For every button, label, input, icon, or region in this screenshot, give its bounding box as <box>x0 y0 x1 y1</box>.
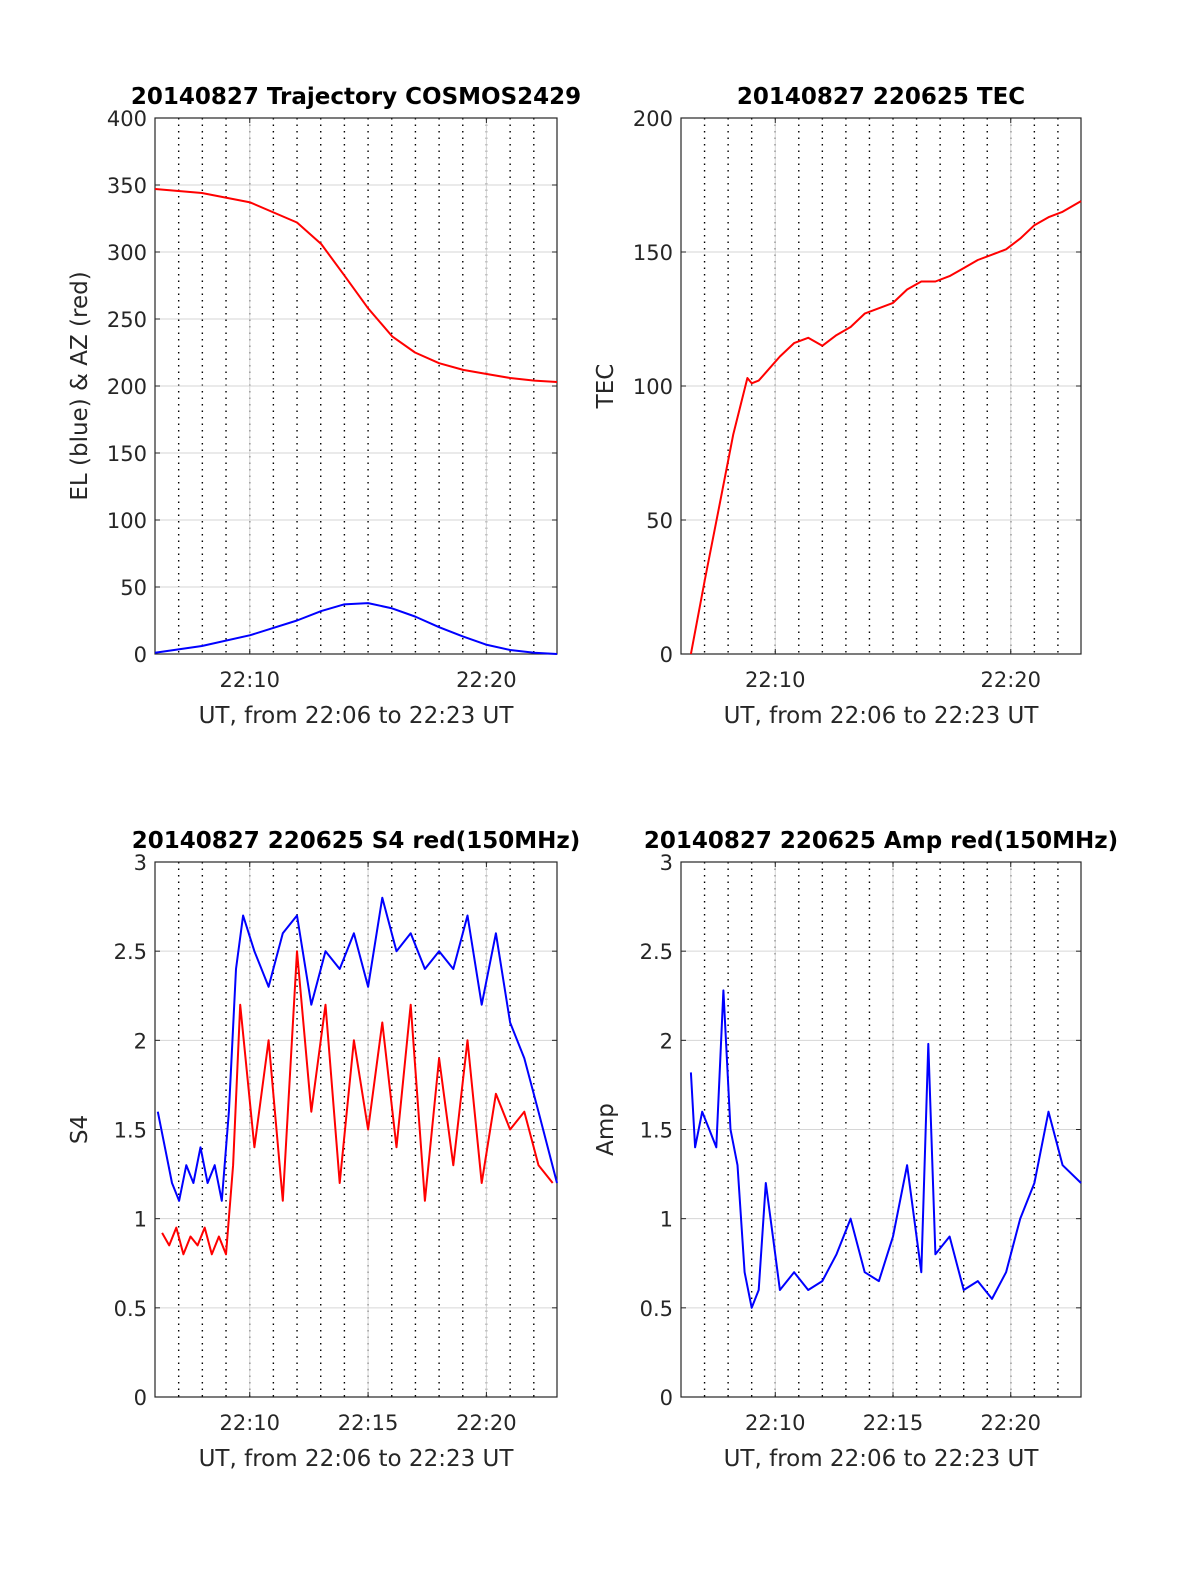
y-tick-label: 100 <box>633 375 673 399</box>
y-tick-label: 2 <box>134 1029 147 1053</box>
chart-title: 20140827 220625 S4 red(150MHz) <box>132 828 581 854</box>
chart-amp: 0 0.5 1 1.5 2 2.5 3 22:10 22:15 22:20 20140827 220… <box>593 828 1118 1472</box>
y-axis-label: S4 <box>67 1115 93 1144</box>
y-tick-label: 2.5 <box>114 940 147 964</box>
series-line-0 <box>154 188 558 383</box>
chart-tec: 0 50 100 150 200 22:10 22:20 20140827 220625 TE… <box>593 84 1082 729</box>
x-tick-label: 22:20 <box>456 668 517 692</box>
x-tick-label: 22:10 <box>745 1411 806 1435</box>
y-tick-label: 200 <box>633 107 673 131</box>
x-tick-label: 22:15 <box>338 1411 399 1435</box>
x-tick-label: 22:15 <box>863 1411 924 1435</box>
x-axis-label: UT, from 22:06 to 22:23 UT <box>199 703 515 729</box>
x-axis-label: UT, from 22:06 to 22:23 UT <box>724 1446 1040 1472</box>
x-axis-label: UT, from 22:06 to 22:23 UT <box>199 1446 515 1472</box>
y-tick-label: 100 <box>107 509 147 533</box>
y-tick-label: 2 <box>660 1029 673 1053</box>
y-tick-label: 1.5 <box>640 1119 673 1143</box>
chart-title: 20140827 220625 Amp red(150MHz) <box>644 828 1118 854</box>
y-axis-label: EL (blue) & AZ (red) <box>67 271 93 500</box>
y-tick-label: 3 <box>134 851 147 875</box>
x-tick-label: 22:20 <box>980 1411 1041 1435</box>
series-line-1 <box>156 896 558 1202</box>
y-axis-label: Amp <box>593 1103 619 1156</box>
y-tick-label: 350 <box>107 174 147 198</box>
x-tick-label: 22:20 <box>456 1411 517 1435</box>
y-tick-label: 1 <box>134 1208 147 1232</box>
series-line-0 <box>161 950 554 1256</box>
y-tick-label: 0.5 <box>640 1297 673 1321</box>
y-tick-label: 1 <box>660 1208 673 1232</box>
y-tick-label: 0 <box>660 1386 673 1410</box>
x-tick-label: 22:10 <box>219 668 280 692</box>
series-line-0 <box>689 200 1082 655</box>
y-tick-label: 0 <box>134 1386 147 1410</box>
x-tick-label: 22:20 <box>980 668 1041 692</box>
y-tick-label: 400 <box>107 107 147 131</box>
y-tick-label: 2.5 <box>640 940 673 964</box>
y-tick-label: 0.5 <box>114 1297 147 1321</box>
chart-title: 20140827 Trajectory COSMOS2429 <box>131 84 581 110</box>
y-tick-label: 50 <box>646 509 673 533</box>
x-tick-label: 22:10 <box>745 668 806 692</box>
y-tick-label: 300 <box>107 241 147 265</box>
x-tick-label: 22:10 <box>219 1411 280 1435</box>
series-line-0 <box>689 989 1082 1309</box>
y-axis-label: TEC <box>593 364 619 410</box>
y-tick-label: 150 <box>107 442 147 466</box>
y-tick-label: 250 <box>107 308 147 332</box>
chart-title: 20140827 220625 TEC <box>737 84 1025 110</box>
y-tick-label: 0 <box>134 643 147 667</box>
y-tick-label: 1.5 <box>114 1119 147 1143</box>
y-tick-label: 200 <box>107 375 147 399</box>
chart-trajectory: 0 50 100 150 200 250 300 350 400 22:10 22:20 201408… <box>67 84 581 729</box>
y-tick-label: 150 <box>633 241 673 265</box>
y-tick-label: 50 <box>120 576 147 600</box>
series-line-1 <box>154 602 558 655</box>
y-tick-label: 0 <box>660 643 673 667</box>
chart-s4: 0 0.5 1 1.5 2 2.5 3 22:10 22:15 22:20 20140827 220… <box>67 828 580 1472</box>
x-axis-label: UT, from 22:06 to 22:23 UT <box>724 703 1040 729</box>
y-tick-label: 3 <box>660 851 673 875</box>
